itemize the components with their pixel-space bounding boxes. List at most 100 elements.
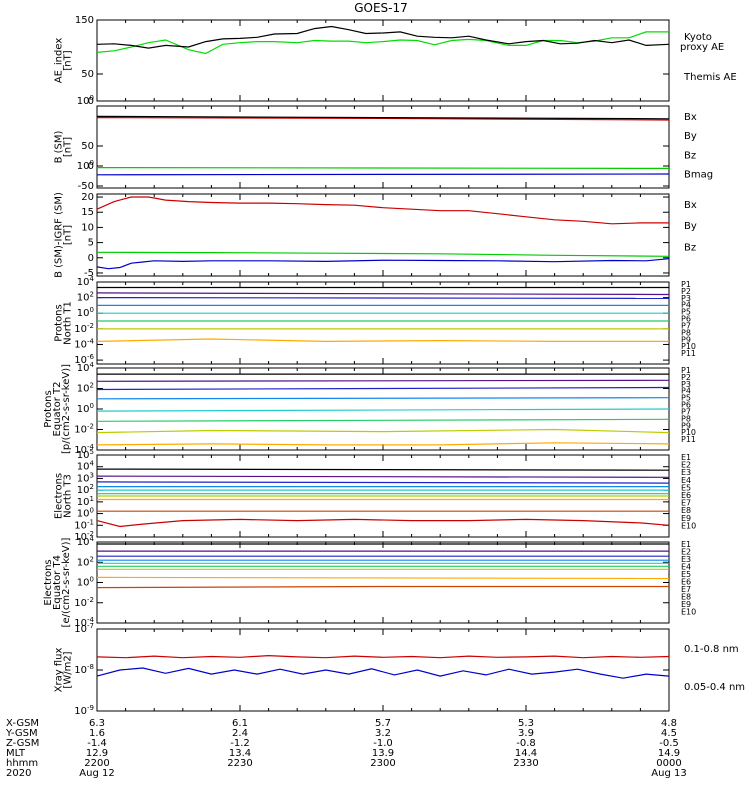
- y-tick-label: 10-7: [74, 622, 94, 635]
- legend-label: proxy AE: [680, 42, 724, 53]
- panel-6: 10-210-1100101102103104105ElectronsNorth…: [54, 448, 697, 543]
- axis-table-value: 6.3: [89, 718, 105, 729]
- y-tick-label: 20: [81, 192, 94, 203]
- legend-label: E6: [681, 578, 691, 587]
- axis-table-value: 3.2: [375, 728, 391, 739]
- y-tick-label: 50: [81, 69, 94, 80]
- legend-label: E7: [681, 585, 691, 594]
- y-tick-label: 102: [77, 555, 94, 568]
- axis-table-value: 2200: [84, 758, 109, 769]
- y-tick-label: 104: [77, 361, 95, 374]
- legend-label: E8: [681, 506, 691, 515]
- legend-label: P10: [681, 428, 696, 437]
- y-tick-label: 10: [81, 222, 94, 233]
- legend-label: E9: [681, 514, 691, 523]
- axis-table-value: 4.8: [661, 718, 677, 729]
- axis-table-row-label: Z-GSM: [6, 738, 39, 749]
- legend-label: P1: [681, 280, 691, 289]
- y-axis-label: Electrons: [54, 473, 65, 519]
- legend-label: Bx: [684, 112, 697, 123]
- legend-label: E10: [681, 608, 696, 617]
- axis-table-row-label: MLT: [6, 748, 26, 759]
- plot-title: GOES-17: [354, 1, 408, 15]
- y-tick-label: 10-2: [74, 596, 94, 609]
- legend-label: Bx: [684, 200, 697, 211]
- legend-label: Bmag: [684, 169, 713, 180]
- series-line-Bmag: [96, 115, 670, 120]
- y-axis-label: [W/m2]: [63, 651, 74, 688]
- legend-label: E4: [681, 563, 691, 572]
- y-axis-label: Protons: [54, 304, 65, 341]
- y-tick-label: 150: [75, 15, 94, 26]
- y-tick-label: 100: [77, 306, 94, 319]
- legend-label: E3: [681, 555, 691, 564]
- axis-table-value: Aug 13: [651, 768, 686, 779]
- y-tick-label: 10-9: [74, 704, 94, 717]
- y-tick-label: 104: [77, 535, 95, 548]
- legend-label: 0.1-0.8 nm: [684, 644, 739, 655]
- axis-table-value: 13.4: [229, 748, 251, 759]
- y-tick-label: 5: [88, 238, 94, 249]
- y-tick-label: 100: [77, 402, 94, 415]
- series-line-0.05-0.4-nm: [96, 667, 670, 679]
- legend-label: P10: [681, 342, 696, 351]
- y-axis-label: [nT]: [63, 225, 74, 245]
- axis-table-value: 6.1: [232, 718, 248, 729]
- axis-table-value: 12.9: [86, 748, 108, 759]
- y-tick-label: 10-8: [74, 663, 94, 676]
- y-axis-label: North T1: [63, 301, 74, 345]
- legend-label: P3: [681, 294, 691, 303]
- series-line-P4: [96, 397, 670, 400]
- series-line-E8: [96, 576, 670, 580]
- legend-label: Themis AE: [683, 72, 737, 83]
- axis-table-value: 2.4: [232, 728, 248, 739]
- legend-label: E1: [681, 453, 691, 462]
- axis-table-value: 5.3: [518, 718, 534, 729]
- y-axis-label: [nT]: [63, 50, 74, 70]
- axis-table-value: -0.5: [659, 738, 679, 749]
- legend-label: P7: [681, 407, 691, 416]
- legend-label: P6: [681, 315, 691, 324]
- y-axis-label: [p/(cm2-s-sr-keV)]: [61, 364, 72, 454]
- axis-table-value: 4.5: [661, 728, 677, 739]
- panel-8: 10-9 10-8 10-7 Xray flux[W/m2] 0.1-0.8 nm 0.0…: [54, 622, 746, 717]
- y-axis-label: Equator T4: [52, 555, 63, 610]
- legend-label: E10: [681, 521, 696, 530]
- series-line-P8: [96, 442, 670, 446]
- series-line-Bz: [96, 117, 670, 121]
- axis-table-value: 2300: [370, 758, 395, 769]
- axis-table-value: 14.4: [515, 748, 537, 759]
- y-tick-label: 0: [88, 161, 94, 172]
- y-axis-label: Xray flux: [54, 648, 65, 693]
- series-line-By: [96, 167, 670, 169]
- y-tick-label: 50: [81, 141, 94, 152]
- legend-label: 0.05-0.4 nm: [684, 682, 745, 693]
- legend-label: P7: [681, 321, 691, 330]
- y-axis-label: Electrons: [43, 559, 54, 605]
- axis-table-value: 2230: [227, 758, 252, 769]
- series-line-Bx: [96, 173, 670, 176]
- legend-label: E3: [681, 468, 691, 477]
- axis-table-value: 1.6: [89, 728, 105, 739]
- legend-label: By: [684, 131, 697, 142]
- y-tick-label: 102: [77, 382, 94, 395]
- panel-frame: [96, 193, 670, 277]
- legend-label: E1: [681, 540, 691, 549]
- legend-label: P8: [681, 328, 691, 337]
- axis-table-value: -1.4: [87, 738, 107, 749]
- legend-label: P5: [681, 394, 691, 403]
- legend-label: Kyoto: [684, 32, 712, 43]
- axis-table-value: -1.0: [373, 738, 393, 749]
- y-axis-label: [e/(cm2-s-sr-keV)]: [61, 537, 72, 627]
- series-line-P3: [96, 297, 670, 299]
- series-line-Bz: [96, 196, 669, 225]
- legend-label: P11: [681, 435, 696, 444]
- legend-label: E7: [681, 499, 691, 508]
- y-tick-label: 0: [88, 253, 94, 264]
- series-line-E2: [96, 475, 670, 478]
- axis-table-value: 14.9: [658, 748, 680, 759]
- y-tick-label: 104: [77, 275, 95, 288]
